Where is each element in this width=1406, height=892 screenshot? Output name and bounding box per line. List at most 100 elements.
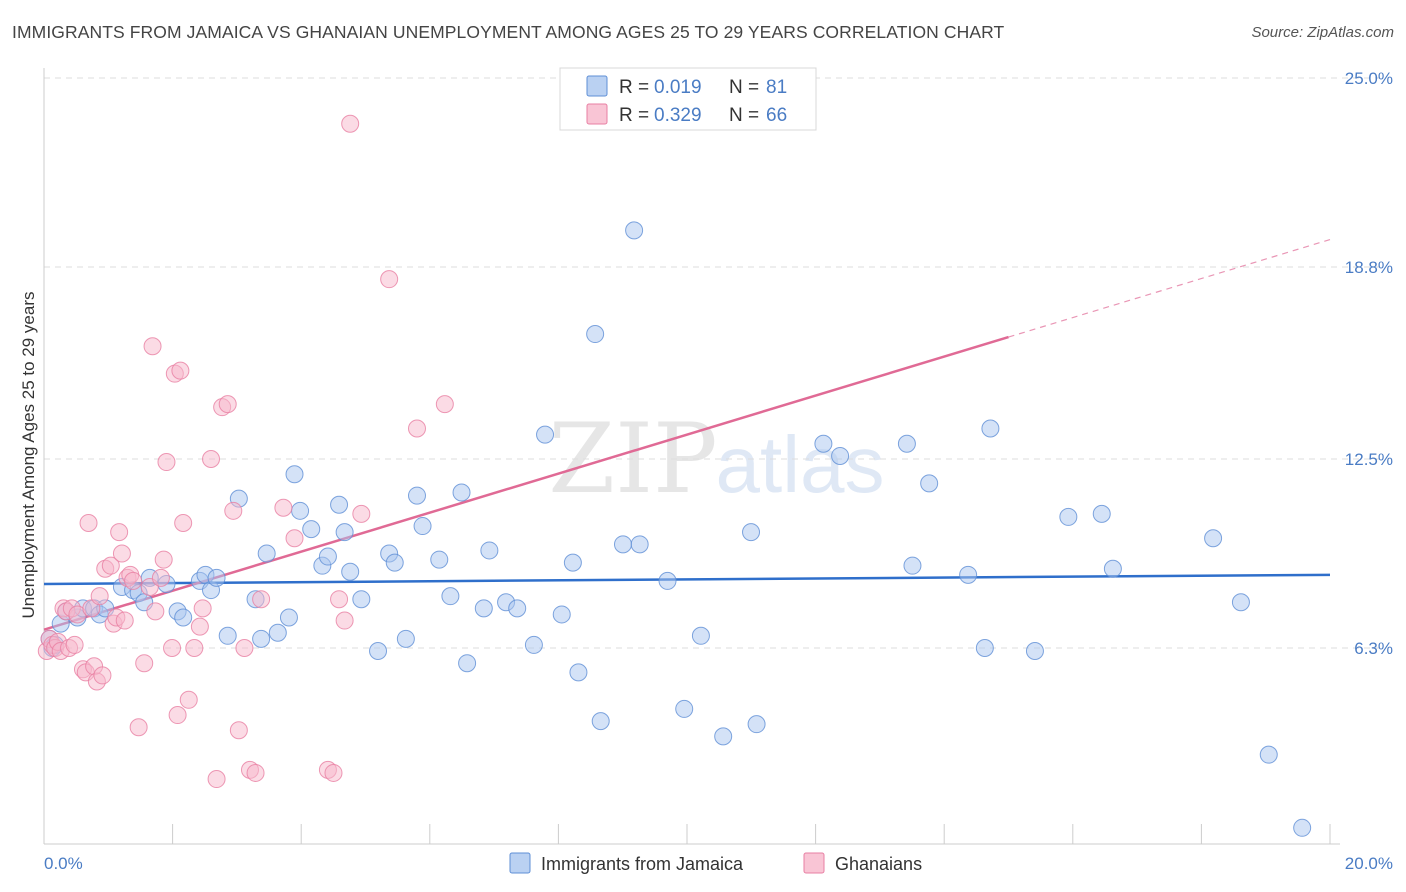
ghanaian-point (174, 514, 193, 533)
jamaica-point (1293, 818, 1312, 837)
ghanaian-point (235, 638, 254, 657)
ghanaian-point (435, 395, 454, 414)
y-tick-label: 12.5% (1345, 450, 1393, 469)
jamaica-point (1025, 642, 1044, 661)
ghanaian-point (207, 770, 226, 789)
jamaica-point (480, 541, 499, 560)
legend-swatch-blue (586, 75, 608, 97)
legend-n-value: 66 (766, 105, 787, 126)
ghanaian-point (341, 114, 360, 133)
jamaica-point (218, 626, 237, 645)
jamaica-point (714, 727, 733, 746)
ghanaian-point (115, 611, 134, 630)
series-legend-label: Immigrants from Jamaica (541, 854, 744, 874)
ghanaian-point (185, 638, 204, 657)
ghanaian-point (168, 706, 187, 725)
axis-labels: 6.3% 12.5% 18.8% 25.0% 0.0% 20.0% Unemployment… (19, 69, 1393, 873)
ghanaian-point (93, 666, 112, 685)
jamaica-point (279, 608, 298, 627)
jamaica-point (975, 638, 994, 657)
ghanaian-point (335, 611, 354, 630)
jamaica-point (920, 474, 939, 493)
ghanaian-point (151, 568, 170, 587)
trend-lines (43, 238, 1331, 631)
ghanaian-point (380, 270, 399, 289)
jamaica-point (552, 605, 571, 624)
ghanaian-point (90, 587, 109, 606)
ghanaian-point (79, 514, 98, 533)
ghanaian-point (330, 590, 349, 609)
legend-n-label: N = (729, 105, 764, 126)
jamaica-point (335, 523, 354, 542)
series-legend-swatch-blue (509, 852, 531, 874)
jamaica-trend-line (43, 573, 1331, 586)
jamaica-point (747, 715, 766, 734)
jamaica-point (1059, 507, 1078, 526)
jamaica-point (903, 556, 922, 575)
ghanaian-point (163, 638, 182, 657)
jamaica-point (981, 419, 1000, 438)
x-tick-label: 20.0% (1345, 854, 1393, 873)
jamaica-point (207, 568, 226, 587)
jamaica-point (396, 629, 415, 648)
ghanaian-point (65, 635, 84, 654)
legend-r-value: 0.019 (654, 77, 702, 98)
series-legend-label: Ghanaians (835, 854, 922, 874)
jamaica-point (369, 642, 388, 661)
jamaica-point (613, 535, 632, 554)
jamaica-point (508, 599, 527, 618)
source-label: Source: ZipAtlas.com (1251, 24, 1394, 41)
ghanaian-point (190, 617, 209, 636)
jamaica-point (569, 663, 588, 682)
y-tick-label: 6.3% (1354, 639, 1393, 658)
ghanaian-point (179, 690, 198, 709)
legend-r-label: R = (619, 105, 654, 126)
jamaica-point (625, 221, 644, 240)
legend-n-value: 81 (766, 77, 787, 98)
ghanaian-point (407, 419, 426, 438)
legend-swatch-pink (586, 103, 608, 125)
ghanaian-point (171, 361, 190, 380)
series-legend: Immigrants from Jamaica Ghanaians (509, 852, 922, 874)
jamaica-point (742, 523, 761, 542)
jamaica-point (352, 590, 371, 609)
gridlines (44, 77, 1380, 649)
legend-r-label: R = (619, 77, 654, 98)
jamaica-point (330, 495, 349, 514)
chart-title: IMMIGRANTS FROM JAMAICA VS GHANAIAN UNEM… (12, 22, 1005, 42)
jamaica-point (563, 553, 582, 572)
jamaica-point (897, 434, 916, 453)
jamaica-point (814, 434, 833, 453)
ghanaian-point (129, 718, 148, 737)
ghanaian-point (285, 529, 304, 548)
ghanaian-point (143, 337, 162, 356)
jamaica-point (831, 446, 850, 465)
jamaica-point (591, 712, 610, 731)
jamaica-point (174, 608, 193, 627)
ghanaian-point (224, 501, 243, 520)
ghanaian-point (112, 544, 131, 563)
legend-n-label: N = (729, 77, 764, 98)
jamaica-point (452, 483, 471, 502)
jamaica-point (257, 544, 276, 563)
jamaica-point (630, 535, 649, 554)
jamaica-point (1231, 593, 1250, 612)
legend-r-value: 0.329 (654, 105, 702, 126)
jamaica-point (524, 635, 543, 654)
ghanaian-point (101, 556, 120, 575)
jamaica-point (268, 623, 287, 642)
jamaica-point (413, 517, 432, 536)
watermark-atlas: atlas (716, 420, 885, 509)
jamaica-point (675, 699, 694, 718)
ghanaian-point (218, 395, 237, 414)
jamaica-point (1092, 504, 1111, 523)
jamaica-point (1259, 745, 1278, 764)
jamaica-point (536, 425, 555, 444)
data-points (37, 114, 1312, 837)
y-tick-label: 18.8% (1345, 258, 1393, 277)
ghanaian-point (352, 504, 371, 523)
jamaica-point (302, 520, 321, 539)
x-tick-label: 0.0% (44, 854, 83, 873)
ghanaian-point (146, 602, 165, 621)
